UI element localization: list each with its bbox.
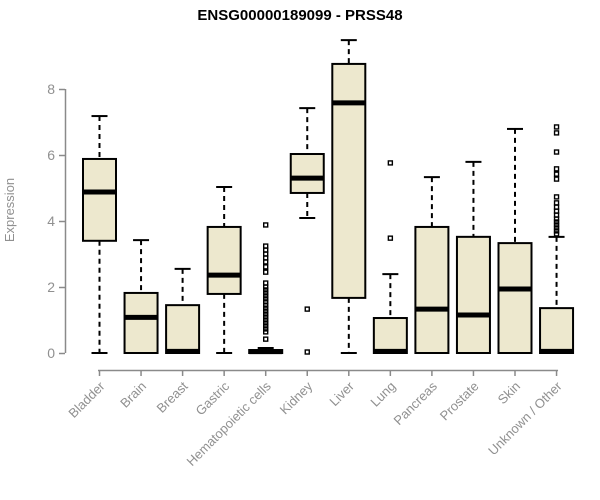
x-tick-label: Unknown / Other	[485, 378, 565, 458]
x-tick-label: Lung	[367, 379, 398, 410]
outlier-point	[263, 308, 269, 314]
outlier-point	[553, 222, 560, 228]
outlier-point	[263, 320, 269, 326]
x-tick-label: Liver	[326, 378, 357, 409]
x-tick-label: Brain	[117, 379, 149, 411]
outlier-point	[553, 225, 560, 231]
y-tick-label: 4	[47, 213, 55, 229]
outlier-point	[263, 323, 269, 329]
outlier-point	[553, 219, 560, 225]
box	[414, 225, 450, 354]
box	[331, 62, 367, 299]
box	[497, 242, 533, 354]
outlier-point	[263, 317, 269, 323]
box	[82, 157, 117, 242]
outlier-point	[263, 287, 269, 293]
boxplot-liver	[331, 39, 367, 354]
box	[206, 225, 242, 295]
box	[455, 235, 491, 354]
outlier-point	[263, 305, 269, 311]
outlier-point	[263, 293, 269, 299]
boxplot-lung	[372, 160, 408, 354]
outlier-point	[553, 171, 560, 177]
x-tick-label: Kidney	[277, 378, 316, 417]
outlier-point	[553, 200, 560, 206]
x-tick-label: Gastric	[193, 378, 233, 418]
outlier-point	[263, 326, 269, 332]
y-tick-label: 6	[47, 147, 55, 163]
boxplot-hematopoietic-cells	[248, 222, 284, 355]
boxplot-brain	[123, 239, 159, 355]
outlier-point	[263, 302, 269, 308]
outlier-point	[263, 264, 269, 270]
boxplots	[82, 39, 575, 355]
outlier-point	[263, 296, 269, 302]
outlier-point	[304, 306, 310, 312]
y-tick-label: 8	[47, 81, 55, 97]
outlier-point	[263, 299, 269, 305]
y-tick-label: 0	[47, 345, 55, 361]
outlier-point	[263, 222, 269, 228]
x-tick-label: Prostate	[437, 379, 482, 424]
boxplot-breast	[165, 267, 201, 354]
outlier-point	[263, 336, 269, 342]
chart-title: ENSG00000189099 - PRSS48	[197, 7, 402, 24]
boxplot-pancreas	[414, 176, 450, 354]
outlier-point	[387, 160, 394, 166]
outlier-point	[263, 269, 269, 275]
boxplot-gastric	[206, 186, 242, 354]
outlier-point	[387, 235, 394, 241]
box	[289, 153, 325, 194]
boxplot-unknown-other	[539, 124, 575, 354]
boxplot-skin	[497, 127, 533, 354]
box	[372, 317, 408, 354]
x-tick-label: Skin	[495, 379, 523, 407]
outlier-point	[304, 349, 310, 355]
outlier-point	[553, 228, 560, 234]
x-tick-label: Bladder	[65, 378, 108, 421]
x-tick-label: Breast	[154, 378, 191, 415]
box	[165, 304, 201, 354]
boxplot-prostate	[455, 160, 491, 354]
boxplot-kidney	[289, 107, 325, 355]
outlier-point	[553, 176, 560, 182]
y-tick-label: 2	[47, 279, 55, 295]
outlier-point	[263, 280, 269, 286]
outlier-point	[553, 194, 560, 200]
outlier-point	[263, 311, 269, 317]
outlier-point	[553, 216, 560, 222]
y-axis-title: Expression	[2, 178, 17, 242]
box	[539, 307, 575, 354]
box	[123, 291, 159, 355]
outlier-point	[263, 290, 269, 296]
outlier-point	[553, 231, 560, 237]
outlier-point	[553, 130, 560, 136]
outlier-point	[263, 314, 269, 320]
outlier-point	[553, 149, 560, 155]
x-tick-label: Pancreas	[391, 378, 441, 428]
outlier-point	[553, 124, 560, 130]
outlier-point	[263, 243, 269, 249]
outlier-point	[263, 329, 269, 335]
outlier-point	[553, 166, 560, 172]
boxplot-bladder	[82, 115, 117, 354]
